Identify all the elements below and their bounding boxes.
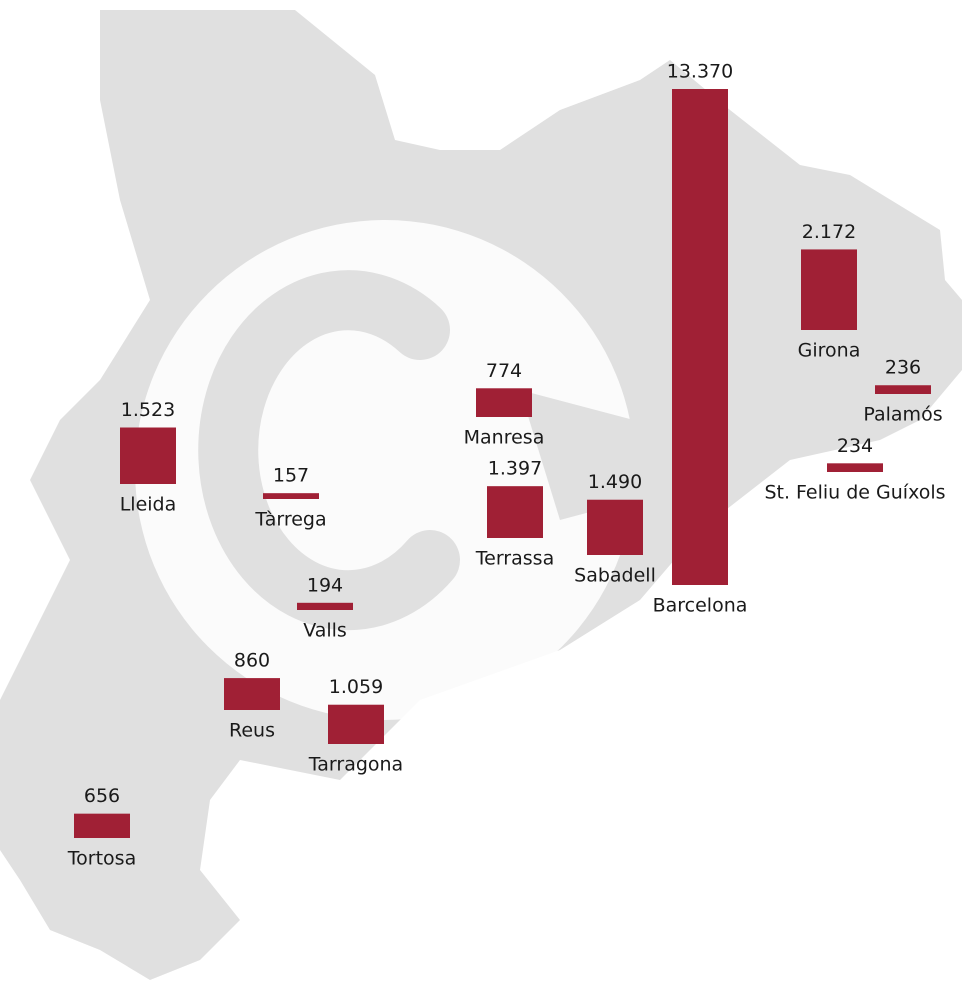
city-label: Terrassa	[475, 548, 554, 570]
bar	[263, 493, 319, 499]
bar	[476, 388, 532, 417]
bar	[875, 385, 931, 394]
bar	[224, 678, 280, 710]
bar	[487, 486, 543, 538]
city-label: Tarragona	[308, 754, 403, 776]
city-label: Girona	[798, 340, 861, 362]
city-label: Reus	[229, 720, 275, 742]
city-label: Valls	[303, 620, 347, 642]
value-label: 1.490	[588, 471, 642, 493]
city-label: Tàrrega	[254, 509, 326, 531]
city-label: St. Feliu de Guíxols	[764, 482, 945, 504]
city-label: Palamós	[863, 404, 942, 426]
value-label: 774	[486, 360, 522, 382]
value-label: 1.523	[121, 399, 175, 421]
logo-c	[198, 270, 460, 631]
bar	[297, 602, 353, 610]
bar	[120, 427, 176, 484]
value-label: 234	[837, 435, 873, 457]
value-label: 2.172	[802, 221, 856, 243]
value-label: 656	[84, 785, 120, 807]
value-label: 13.370	[667, 61, 733, 83]
value-label: 1.397	[488, 458, 542, 480]
bar	[801, 249, 857, 330]
value-label: 236	[885, 357, 921, 379]
bar	[74, 813, 130, 838]
city-label: Lleida	[120, 494, 177, 516]
city-label: Manresa	[464, 427, 545, 449]
bar	[827, 463, 883, 472]
logo-arrow	[520, 390, 785, 520]
value-label: 1.059	[329, 676, 383, 698]
bar	[328, 704, 384, 744]
city-label: Sabadell	[574, 565, 656, 587]
city-label: Barcelona	[653, 595, 748, 617]
value-label: 860	[234, 650, 270, 672]
value-label: 194	[307, 574, 343, 596]
value-label: 157	[273, 465, 309, 487]
bars: 13.370 Barcelona 2.172 Girona 236 Palamós 234 S…	[67, 61, 946, 870]
bar	[587, 499, 643, 555]
city-label: Tortosa	[67, 848, 136, 870]
bar	[672, 89, 728, 585]
